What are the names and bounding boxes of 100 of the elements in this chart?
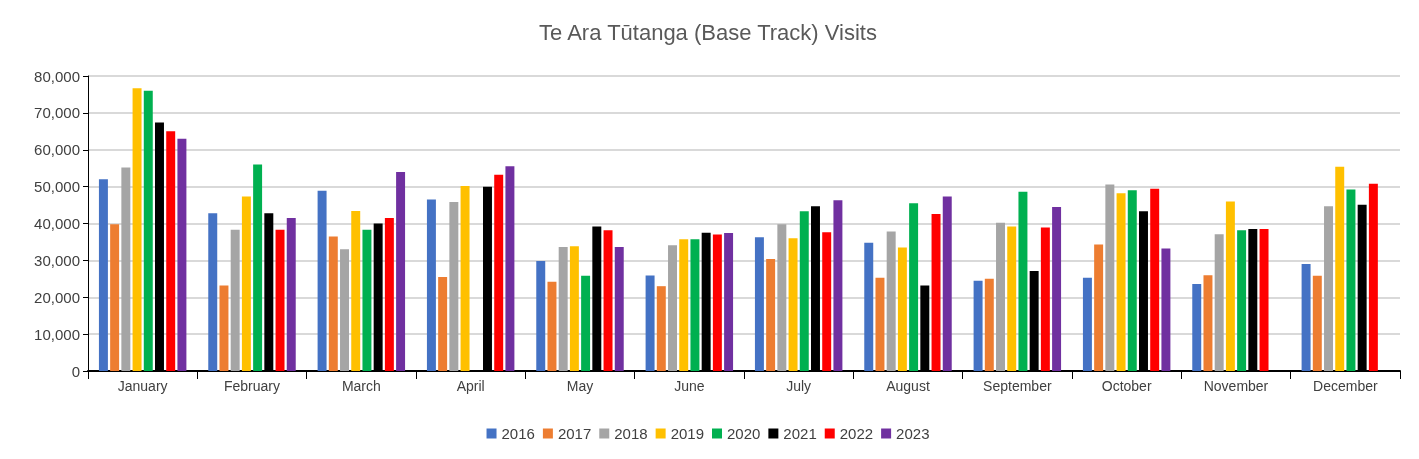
bar [219, 285, 229, 371]
bar [1040, 227, 1050, 371]
bar [984, 278, 994, 371]
y-tick-label: 50,000 [34, 178, 80, 196]
bar [230, 229, 240, 371]
bar [340, 249, 349, 371]
bar [547, 281, 557, 371]
y-tick-label: 40,000 [34, 215, 80, 232]
bar [1237, 230, 1247, 371]
bar [558, 247, 568, 371]
legend-label: 2016 [501, 425, 535, 442]
legend-label: 2018 [614, 425, 648, 442]
y-tick-label: 20,000 [34, 288, 80, 306]
bar [208, 213, 218, 371]
bar [241, 196, 251, 371]
legend-label: 2022 [839, 425, 874, 442]
bar [909, 203, 919, 371]
bar [328, 236, 338, 371]
bar [931, 213, 941, 371]
y-tick-label: 60,000 [34, 141, 80, 159]
bar [581, 275, 591, 371]
bar [973, 280, 983, 371]
bar [668, 245, 677, 371]
x-tick-label: February [223, 378, 281, 394]
bar [603, 230, 613, 371]
bar [1225, 201, 1235, 371]
bar [1368, 183, 1378, 371]
bar [494, 174, 504, 371]
bar [1127, 190, 1137, 371]
bar [1346, 189, 1356, 371]
bar [1105, 184, 1115, 371]
legend-label: 2017 [557, 425, 592, 442]
bar [712, 234, 722, 371]
bar [724, 233, 734, 371]
x-tick-label: November [1203, 378, 1269, 394]
x-tick-label: October [1101, 378, 1152, 394]
bar [942, 196, 952, 371]
bar [614, 247, 624, 371]
bar [166, 131, 176, 371]
bar [1052, 206, 1062, 371]
bar [286, 217, 296, 371]
bar [396, 171, 406, 371]
bar [351, 210, 361, 371]
bar [788, 238, 798, 371]
legend-label: 2023 [896, 425, 930, 442]
x-tick-label: July [786, 378, 812, 394]
bar [132, 88, 142, 371]
chart-title: Te Ara Tūtanga (Base Track) Visits [539, 19, 877, 45]
bar [505, 166, 515, 371]
bar [864, 242, 874, 371]
bar [1259, 229, 1269, 371]
bar [645, 275, 655, 371]
x-tick-label: April [456, 378, 485, 394]
bar [754, 237, 764, 371]
bar [426, 199, 436, 371]
x-tick-label: June [674, 378, 705, 394]
bar [121, 167, 131, 371]
x-tick-label: January [117, 378, 168, 394]
bar [886, 231, 896, 371]
y-tick-label: 70,000 [34, 104, 80, 122]
bar [1161, 248, 1171, 371]
bar [766, 258, 776, 371]
bar [253, 164, 263, 371]
bar [1094, 244, 1104, 371]
bar [679, 239, 689, 371]
y-tick-label: 30,000 [34, 251, 80, 269]
bar [1018, 191, 1028, 371]
y-tick-label: 80,000 [34, 67, 80, 85]
bar [996, 222, 1005, 371]
bar [1312, 275, 1322, 371]
bar [1116, 193, 1126, 371]
y-tick-label: 0 [71, 362, 80, 380]
bar [875, 277, 885, 371]
legend-label: 2021 [783, 425, 817, 442]
bar [1301, 264, 1311, 371]
x-tick-label: August [886, 378, 930, 394]
legend-label: 2019 [670, 425, 705, 442]
bar [1335, 166, 1345, 371]
bar [897, 247, 907, 371]
x-tick-label: September [983, 378, 1052, 394]
bar [822, 232, 832, 371]
bar [460, 185, 470, 371]
bar [777, 224, 787, 371]
bar [449, 202, 459, 371]
bar [656, 286, 666, 371]
x-tick-label: December [1313, 378, 1378, 394]
bar [1007, 226, 1017, 371]
bar [1192, 283, 1202, 371]
bar [690, 239, 700, 371]
bar [1203, 275, 1213, 371]
bar [569, 246, 579, 371]
y-tick-label: 10,000 [34, 325, 80, 343]
legend-label: 2020 [727, 425, 761, 442]
bar [833, 200, 843, 371]
bar [1082, 277, 1092, 371]
bar [1324, 206, 1333, 371]
x-tick-label: May [566, 378, 594, 394]
bar [1214, 234, 1224, 371]
bar [98, 179, 108, 371]
bar [362, 229, 372, 371]
